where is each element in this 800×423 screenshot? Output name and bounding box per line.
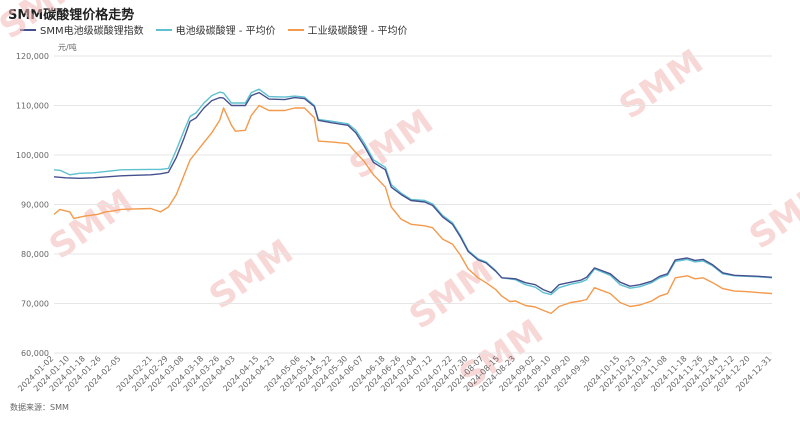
watermark-logo: SMM: [42, 182, 140, 268]
series-line-index: [53, 91, 773, 294]
y-tick-label: 90,000: [21, 201, 49, 210]
y-tick-label: 100,000: [16, 151, 49, 160]
legend: SMM电池级碳酸锂指数 电池级碳酸锂 - 平均价 工业级碳酸锂 - 平均价: [20, 22, 408, 37]
legend-label-index: SMM电池级碳酸锂指数: [40, 26, 144, 37]
y-tick-label: 110,000: [16, 102, 49, 111]
data-source: 数据来源：SMM: [10, 403, 69, 412]
legend-swatch-battery: [155, 28, 172, 31]
y-tick-label: 70,000: [21, 300, 49, 309]
watermark-logo: SMM: [402, 252, 500, 338]
watermark-logo: SMM: [202, 232, 300, 318]
chart-title: SMM碳酸锂价格走势: [8, 8, 135, 23]
legend-item-battery[interactable]: 电池级碳酸锂 - 平均价: [155, 22, 276, 37]
watermark-logo: SMM: [742, 172, 800, 258]
legend-swatch-index: [20, 28, 36, 31]
watermark-logo: SMM: [612, 42, 710, 128]
legend-item-industrial[interactable]: 工业级碳酸锂 - 平均价: [287, 22, 408, 37]
legend-swatch-industrial: [287, 28, 304, 31]
y-tick-label: 80,000: [21, 250, 49, 259]
watermark-logo: SMM: [0, 0, 91, 47]
legend-label-battery: 电池级碳酸锂 - 平均价: [175, 26, 276, 37]
legend-label-industrial: 工业级碳酸锂 - 平均价: [307, 26, 408, 37]
series-line-battery: [53, 88, 773, 296]
y-axis-unit: 元/吨: [58, 43, 77, 52]
legend-item-index[interactable]: SMM电池级碳酸锂指数: [20, 22, 144, 37]
y-tick-label: 120,000: [16, 52, 49, 61]
y-tick-label: 60,000: [21, 349, 49, 358]
series-line-industrial: [53, 104, 773, 315]
watermark-logo: SMM: [342, 102, 440, 188]
